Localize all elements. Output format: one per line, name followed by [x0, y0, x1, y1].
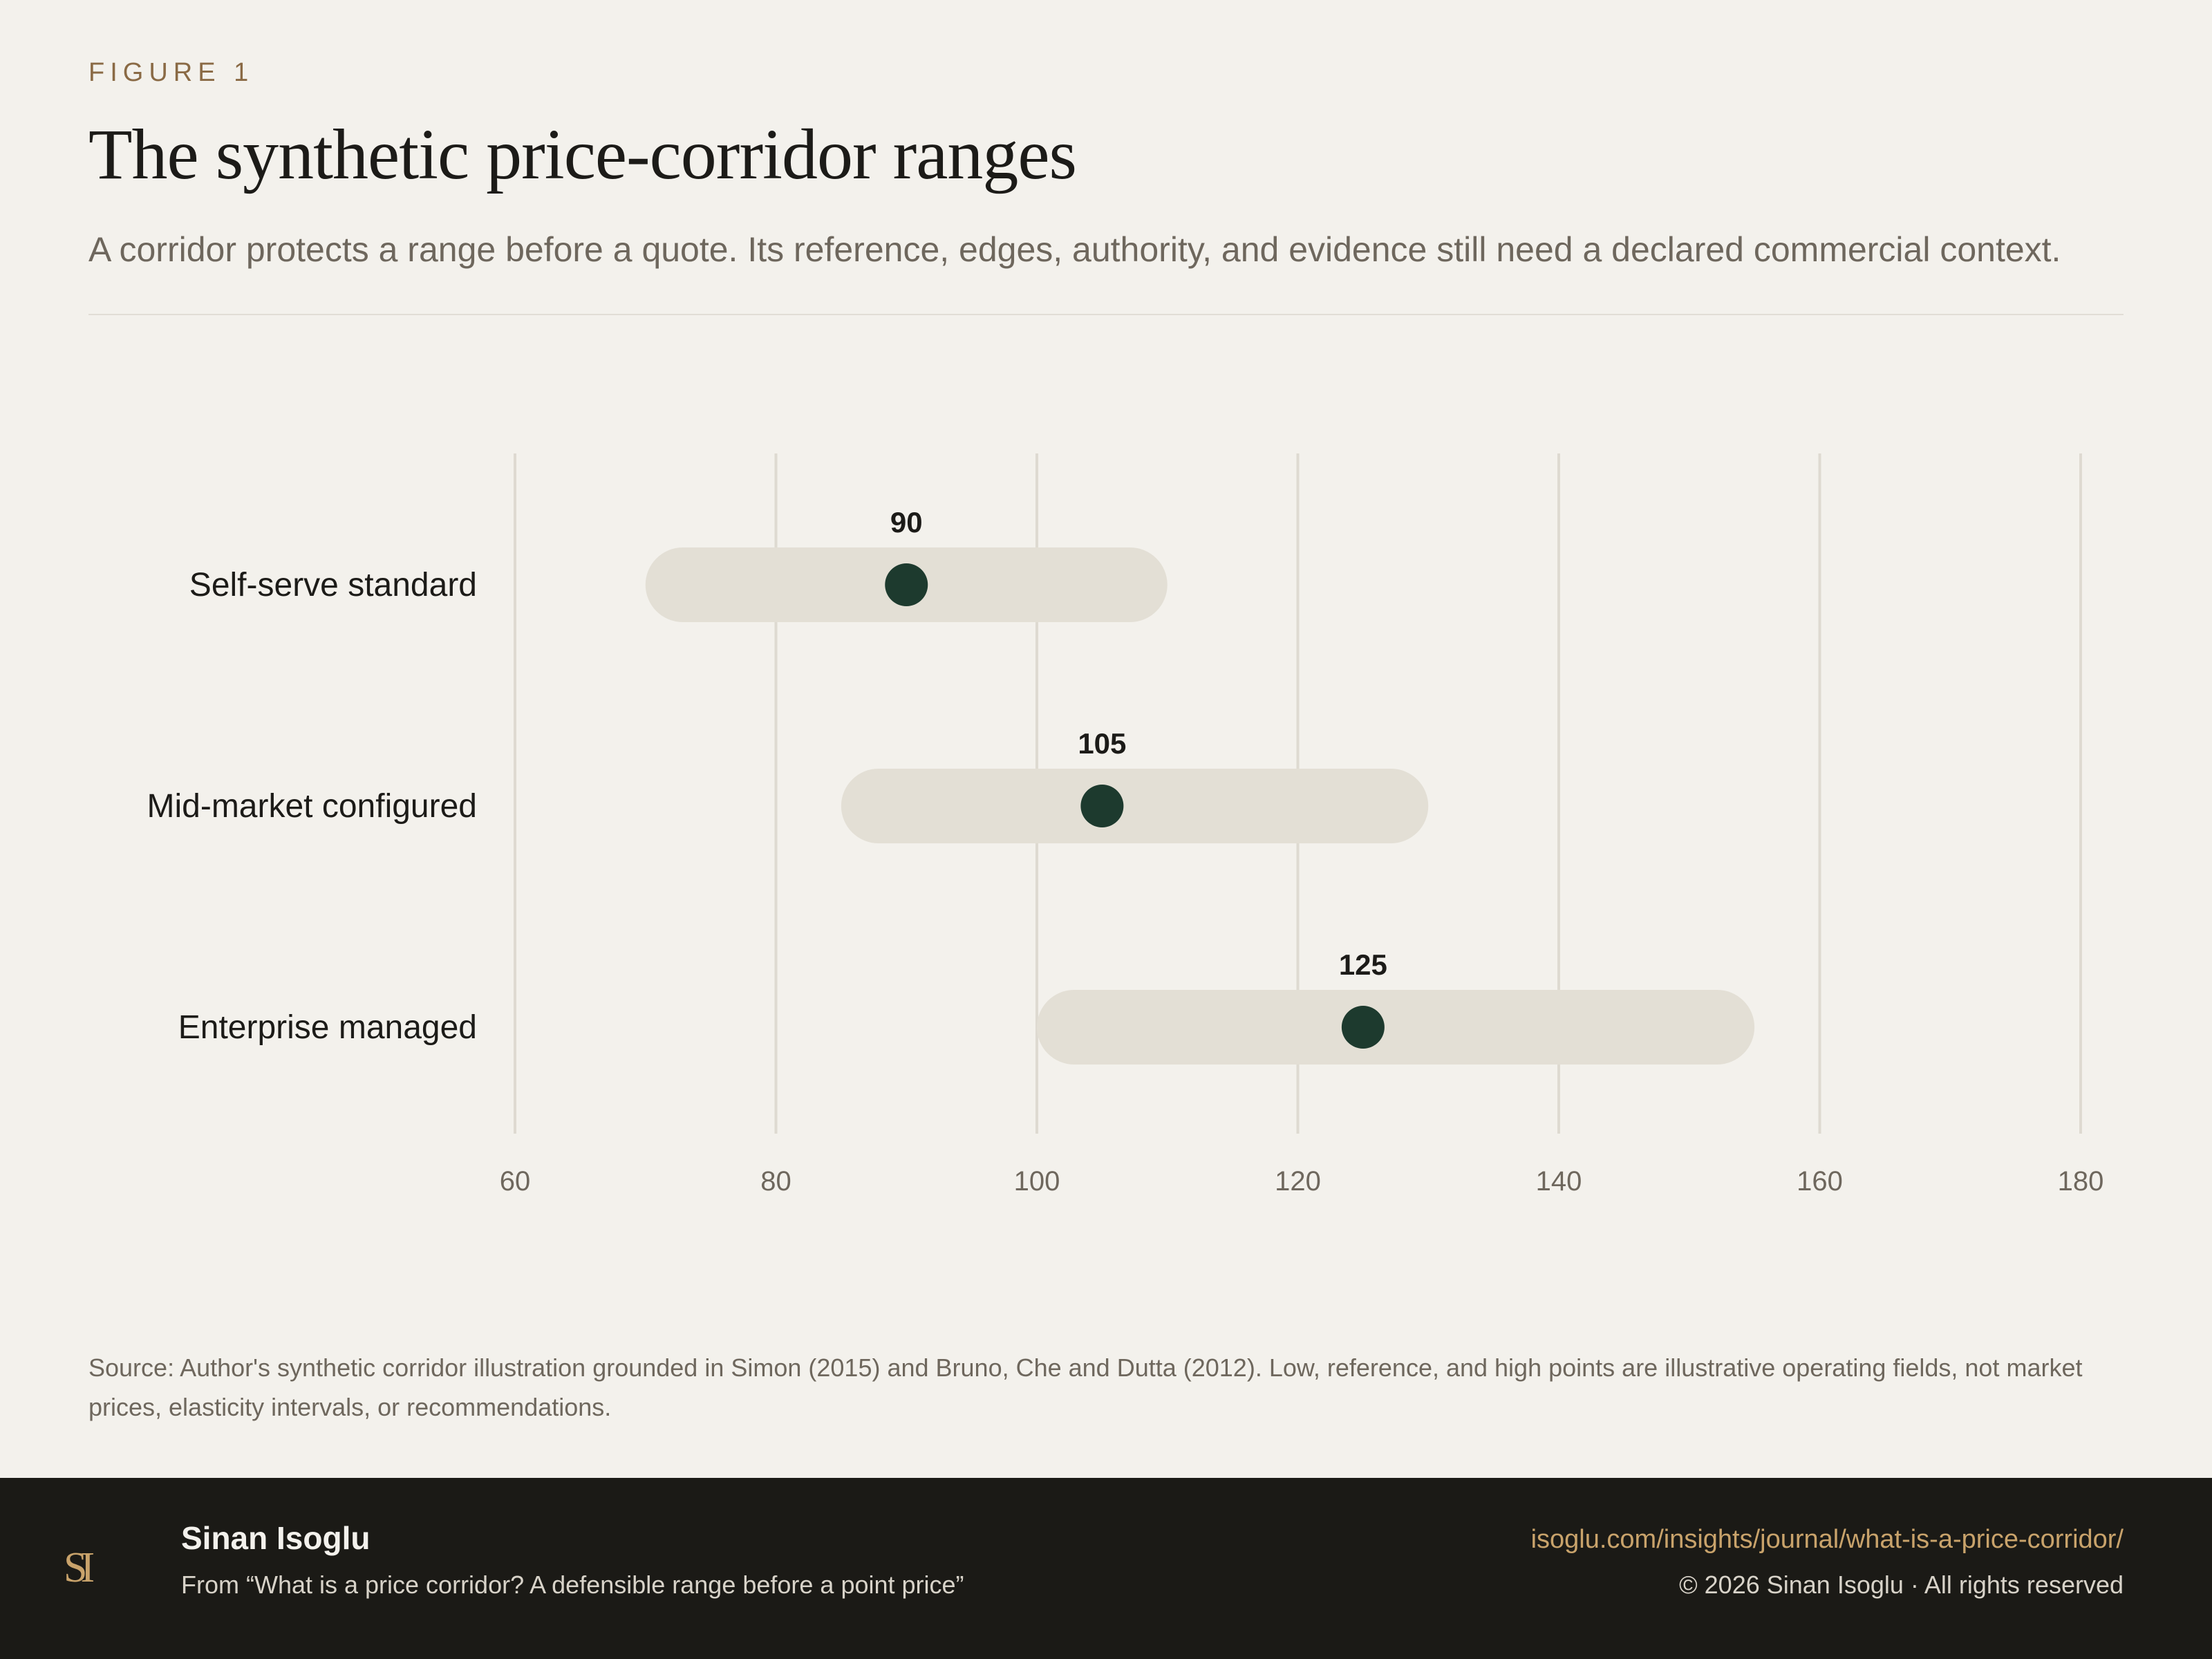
price-corridor-chart: 60 80 100 120 140 160 180 Self-serve standard 90… — [147, 453, 2104, 1197]
figure-header: FIGURE 1 The synthetic price-corridor ra… — [88, 58, 2124, 270]
category-label: Enterprise managed — [178, 1009, 477, 1046]
article-reference: From “What is a price corridor? A defens… — [181, 1571, 964, 1599]
x-tick-label: 180 — [2058, 1166, 2104, 1197]
category-label: Self-serve standard — [189, 567, 477, 603]
x-tick-label: 80 — [760, 1166, 791, 1197]
chart-title: The synthetic price-corridor ranges — [88, 115, 1077, 194]
corridor-range-bar — [1037, 990, 1755, 1065]
header-divider — [88, 314, 2124, 315]
reference-value-label: 125 — [1339, 948, 1387, 981]
author-name: Sinan Isoglu — [181, 1520, 371, 1556]
x-tick-label: 120 — [1275, 1166, 1321, 1197]
article-link[interactable]: isoglu.com/insights/journal/what-is-a-pr… — [1530, 1525, 2124, 1554]
reference-value-label: 90 — [890, 506, 923, 538]
figure-label: FIGURE 1 — [88, 58, 254, 87]
chart-subtitle: A corridor protects a range before a quo… — [88, 230, 2061, 270]
reference-point — [1080, 785, 1124, 827]
footer: SI Sinan Isoglu From “What is a price co… — [0, 1478, 2212, 1659]
reference-point — [1341, 1006, 1385, 1049]
x-tick-label: 140 — [1536, 1166, 1582, 1197]
reference-value-label: 105 — [1078, 727, 1126, 760]
category-label: Mid-market configured — [147, 788, 477, 825]
x-tick-label: 160 — [1797, 1166, 1843, 1197]
x-tick-label: 100 — [1014, 1166, 1060, 1197]
copyright: © 2026 Sinan Isoglu · All rights reserve… — [1679, 1571, 2124, 1599]
monogram-logo: SI — [64, 1544, 95, 1591]
x-tick-label: 60 — [500, 1166, 531, 1197]
reference-point — [885, 563, 928, 606]
source-note: Source: Author's synthetic corridor illu… — [88, 1353, 2083, 1421]
corridor-range-bar — [841, 769, 1429, 843]
